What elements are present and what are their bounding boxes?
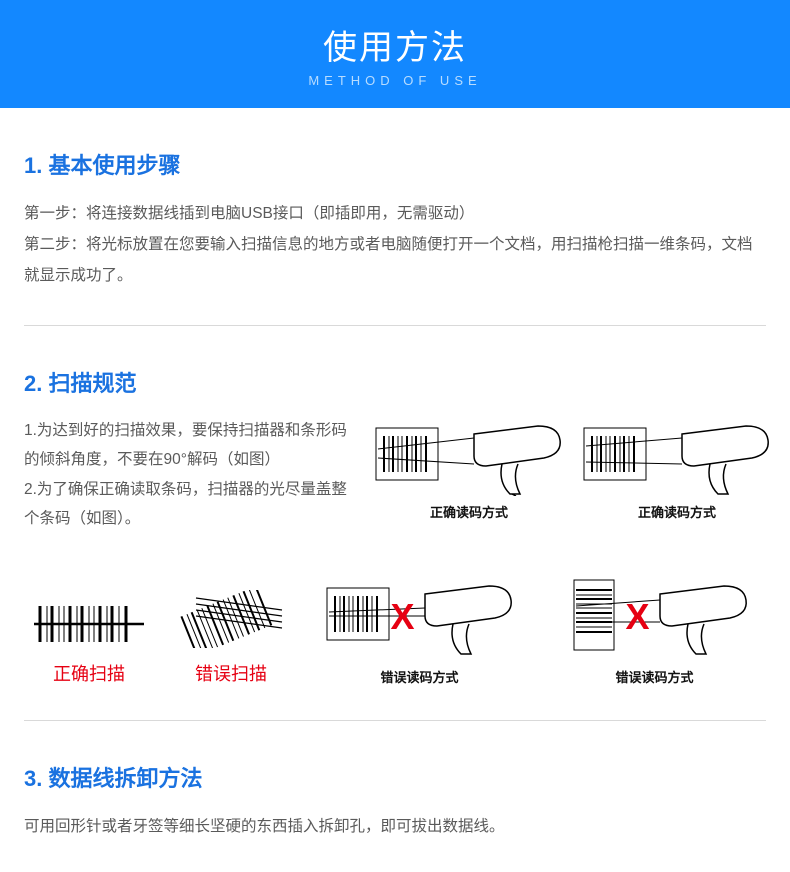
section-cable-removal: 3. 数据线拆卸方法 可用回形针或者牙签等细长坚硬的东西插入拆卸孔，即可拔出数据… — [24, 721, 766, 872]
wrong-x-icon: X — [391, 596, 415, 638]
scanner-correct-icon — [582, 416, 772, 496]
figure-correct-2: 正确读码方式 — [582, 416, 772, 521]
section1-heading: 1. 基本使用步骤 — [24, 148, 766, 180]
barcode-tilted-icon — [176, 590, 286, 648]
section-basic-steps: 1. 基本使用步骤 第一步：将连接数据线插到电脑USB接口（即插即用，无需驱动）… — [24, 108, 766, 326]
swatch-correct-scan: 正确扫描 — [24, 600, 154, 686]
swatch-label-wrong: 错误扫描 — [195, 660, 267, 686]
scanner-correct-icon — [374, 416, 564, 496]
section2-text2: 2.为了确保正确读取条码，扫描器的光尽量盖整个条码（如图）。 — [24, 475, 356, 534]
section-scan-spec: 2. 扫描规范 1.为达到好的扫描效果，要保持扫描器和条形码的倾斜角度，不要在9… — [24, 326, 766, 721]
figure-caption-correct: 正确读码方式 — [430, 502, 508, 521]
section2-text1: 1.为达到好的扫描效果，要保持扫描器和条形码的倾斜角度，不要在90°解码（如图） — [24, 416, 356, 475]
scanner-wrong-icon — [325, 576, 515, 656]
section1-line1: 第一步：将连接数据线插到电脑USB接口（即插即用，无需驱动） — [24, 198, 766, 229]
section1-line2: 第二步：将光标放置在您要输入扫描信息的地方或者电脑随便打开一个文档，用扫描枪扫描… — [24, 229, 766, 291]
figure-caption-correct: 正确读码方式 — [638, 502, 716, 521]
figure-correct-1: 正确读码方式 — [374, 416, 564, 521]
hero-title: 使用方法 — [323, 20, 467, 69]
hero-banner: 使用方法 METHOD OF USE — [0, 0, 790, 108]
wrong-x-icon: X — [626, 596, 650, 638]
swatch-label-correct: 正确扫描 — [53, 660, 125, 686]
section2-heading: 2. 扫描规范 — [24, 366, 766, 398]
section3-heading: 3. 数据线拆卸方法 — [24, 761, 766, 793]
figure-caption-wrong: 错误读码方式 — [380, 667, 458, 686]
hero-subtitle: METHOD OF USE — [308, 73, 481, 88]
barcode-horizontal-icon — [34, 600, 144, 648]
figure-wrong-2: X 错误读码方式 — [543, 576, 766, 686]
scanner-wrong-icon — [560, 576, 750, 656]
figure-caption-wrong: 错误读码方式 — [615, 667, 693, 686]
section3-text: 可用回形针或者牙签等细长坚硬的东西插入拆卸孔，即可拔出数据线。 — [24, 811, 766, 842]
swatch-wrong-scan: 错误扫描 — [166, 590, 296, 686]
figure-wrong-1: X 错误读码方式 — [308, 576, 531, 686]
